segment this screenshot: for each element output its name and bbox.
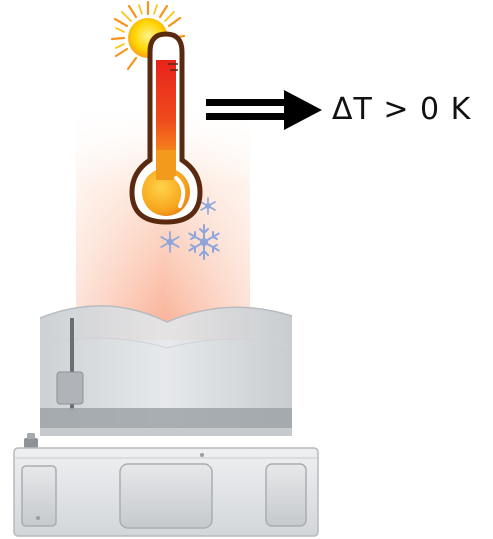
device xyxy=(13,305,319,537)
delta-t-label: ΔT > 0 K xyxy=(332,92,472,127)
device-panel-left xyxy=(21,465,57,527)
device-panel-right xyxy=(265,463,307,527)
device-tank xyxy=(40,305,292,432)
device-pipe xyxy=(70,318,74,410)
thermometer-icon xyxy=(129,31,203,225)
double-arrow-right-icon xyxy=(206,90,322,130)
device-knob xyxy=(24,438,38,448)
device-panel-center xyxy=(119,463,213,529)
device-band xyxy=(40,408,292,430)
snowflake-icon xyxy=(160,197,220,260)
